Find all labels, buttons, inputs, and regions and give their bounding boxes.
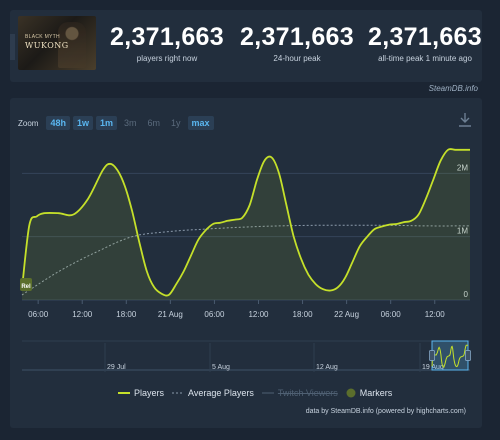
twitch-line-icon [261, 392, 274, 394]
x-tick-label: 18:00 [116, 310, 137, 319]
game-thumbnail[interactable]: BLACK MYTH WUKONG [18, 16, 96, 70]
game-character-image [58, 22, 86, 68]
y-tick-label: 1M [457, 227, 468, 236]
legend-average-players[interactable]: Average Players [172, 388, 254, 398]
series-players [21, 148, 470, 297]
navigator-date-label: 5 Aug [212, 364, 230, 371]
stat-label: all-time peak 1 minute ago [378, 54, 472, 63]
x-tick-label: 12:00 [248, 310, 269, 319]
zoom-1m-button[interactable]: 1m [95, 116, 117, 130]
legend-label: Average Players [188, 388, 254, 398]
stats-panel: BLACK MYTH WUKONG 2,371,663 players righ… [10, 10, 482, 82]
players-line-icon [118, 392, 130, 394]
marker-dot-icon [346, 388, 356, 398]
navigator-handle[interactable] [465, 350, 471, 361]
navigator-date-label: 19 Aug [422, 364, 444, 371]
zoom-3m-button[interactable]: 3m [124, 118, 137, 128]
navigator-selection [431, 340, 469, 371]
panel-edge [10, 34, 15, 60]
zoom-controls: Zoom 48h 1w 1m 3m 6m 1y max [18, 114, 214, 132]
stat-all-time-peak: 2,371,663 all-time peak 1 minute ago [360, 24, 490, 63]
stat-value: 2,371,663 [110, 23, 224, 51]
navigator-handle[interactable] [429, 350, 435, 361]
zoom-1y-button[interactable]: 1y [171, 118, 181, 128]
x-tick-label: 12:00 [425, 310, 446, 319]
x-tick-label: 06:00 [204, 310, 225, 319]
game-title-large: WUKONG [25, 41, 69, 50]
zoom-max-button[interactable]: max [187, 116, 214, 130]
release-marker [20, 278, 32, 291]
stat-value: 2,371,663 [368, 23, 482, 51]
legend-twitch-viewers[interactable]: Twitch Viewers [261, 388, 338, 398]
legend-markers[interactable]: Markers [346, 388, 393, 398]
legend-label: Markers [359, 388, 393, 398]
x-tick-label: 06:00 [28, 310, 49, 319]
navigator-date-label: 12 Aug [316, 364, 338, 371]
highcharts-credit[interactable]: data by SteamDB.info (powered by highcha… [305, 408, 466, 415]
navigator-date-label: 29 Jul [107, 364, 126, 371]
x-tick-label: 21 Aug [158, 310, 183, 319]
chart-panel: 0 1M 2M 06:00 12:00 18:00 21 Aug 06:00 12:00 18:0… [10, 98, 482, 428]
stat-players-now: 2,371,663 players right now [102, 24, 232, 63]
chart-legend: Players Average Players Twitch Viewers M… [118, 388, 392, 398]
x-tick-label: 06:00 [381, 310, 402, 319]
average-line-icon [172, 392, 185, 394]
legend-label: Twitch Viewers [277, 388, 338, 398]
x-tick-label: 12:00 [72, 310, 93, 319]
y-tick-label: 2M [457, 163, 468, 172]
stat-24h-peak: 2,371,663 24-hour peak [232, 24, 362, 63]
release-marker-label: Rel [21, 284, 31, 290]
player-chart[interactable]: 0 1M 2M 06:00 12:00 18:00 21 Aug 06:00 12:00 18:0… [10, 98, 482, 428]
series-average-players [21, 224, 471, 296]
game-title-small: BLACK MYTH [25, 34, 60, 40]
zoom-6m-button[interactable]: 6m [147, 118, 161, 128]
zoom-48h-button[interactable]: 48h [46, 116, 70, 130]
stat-value: 2,371,663 [240, 23, 354, 51]
navigator-players-line [431, 344, 468, 368]
zoom-1w-button[interactable]: 1w [72, 116, 93, 130]
legend-label: Players [134, 388, 165, 398]
zoom-label: Zoom [18, 118, 39, 128]
legend-players[interactable]: Players [118, 388, 164, 398]
stat-label: players right now [136, 54, 198, 63]
download-icon[interactable] [458, 112, 472, 128]
x-tick-label: 22 Aug [334, 310, 359, 319]
y-tick-label: 0 [464, 290, 469, 299]
series-players-area [22, 149, 470, 300]
x-tick-label: 18:00 [293, 310, 314, 319]
steamdb-credit[interactable]: SteamDB.info [428, 84, 478, 93]
stat-label: 24-hour peak [273, 54, 321, 63]
